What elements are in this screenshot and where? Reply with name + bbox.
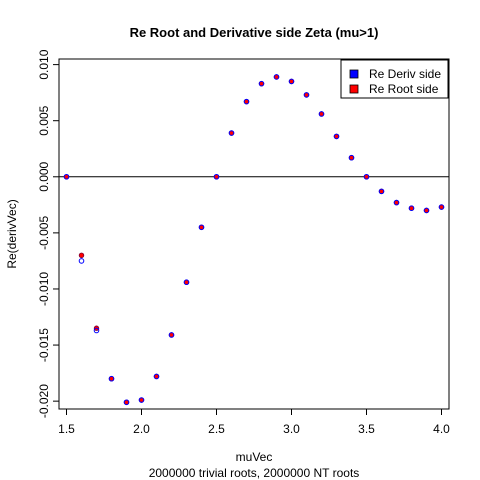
- deriv-side-point: [78, 258, 85, 264]
- deriv-side-point: [258, 80, 265, 87]
- x-tick-label: 2.0: [133, 422, 150, 436]
- deriv-side-point: [303, 92, 310, 98]
- y-axis-label: Re(derivVec): [5, 199, 19, 268]
- y-tick-label: -0.015: [37, 328, 51, 362]
- deriv-side-point: [198, 224, 205, 231]
- y-tick-label: -0.010: [37, 272, 51, 306]
- deriv-side-point: [423, 207, 430, 214]
- deriv-side-point: [408, 205, 415, 211]
- chart-subtitle: 2000000 trivial roots, 2000000 NT roots: [149, 466, 360, 480]
- deriv-side-point: [318, 111, 325, 117]
- legend-swatch: [349, 69, 359, 79]
- chart-title: Re Root and Derivative side Zeta (mu>1): [130, 25, 379, 40]
- deriv-side-point: [243, 98, 250, 105]
- deriv-side-point: [378, 188, 385, 195]
- y-tick-label: 0.005: [37, 105, 51, 135]
- plot-frame: [58, 58, 450, 410]
- deriv-side-point: [138, 397, 145, 403]
- plot-area: [59, 74, 449, 406]
- x-tick-label: 4.0: [433, 422, 450, 436]
- y-tick-label: 0.010: [37, 49, 51, 79]
- deriv-side-point: [153, 373, 160, 380]
- deriv-side-point: [333, 133, 340, 140]
- deriv-side-point: [228, 130, 235, 136]
- legend-label: Re Deriv side: [369, 67, 441, 81]
- legend-swatch: [349, 84, 359, 94]
- deriv-side-point: [108, 375, 115, 382]
- legend-label: Re Root side: [369, 82, 439, 96]
- y-tick-label: -0.020: [37, 384, 51, 418]
- deriv-side-point: [438, 204, 445, 210]
- deriv-side-point: [183, 279, 190, 286]
- legend-box: [340, 59, 449, 99]
- x-tick-label: 3.0: [283, 422, 300, 436]
- x-tick-label: 2.5: [208, 422, 225, 436]
- x-tick-label: 3.5: [358, 422, 375, 436]
- deriv-side-point: [393, 199, 400, 206]
- y-tick-label: -0.005: [37, 216, 51, 250]
- deriv-side-point: [213, 173, 220, 180]
- deriv-side-point: [168, 332, 175, 338]
- deriv-side-point: [63, 173, 70, 180]
- deriv-side-point: [273, 74, 280, 80]
- y-tick-label: 0.000: [37, 161, 51, 191]
- x-axis-label: muVec: [236, 450, 273, 464]
- deriv-side-point: [123, 399, 130, 406]
- deriv-side-point: [93, 327, 100, 334]
- deriv-side-point: [288, 78, 295, 85]
- root-side-point: [78, 252, 85, 259]
- x-tick-label: 1.5: [58, 422, 75, 436]
- deriv-side-point: [348, 154, 355, 161]
- deriv-side-point: [363, 173, 370, 180]
